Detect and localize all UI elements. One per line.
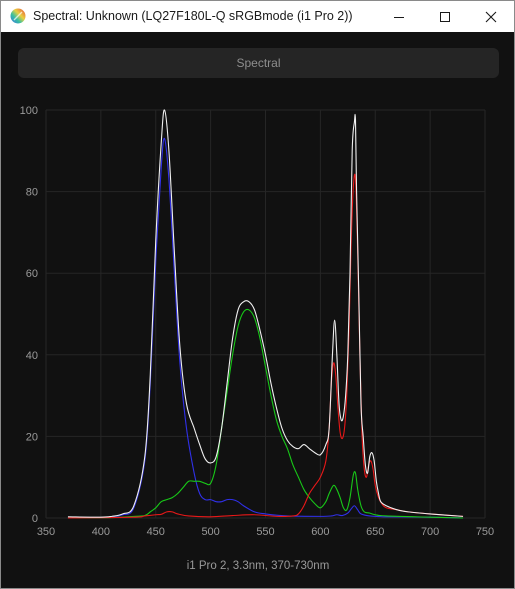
window-title: Spectral: Unknown (LQ27F180L-Q sRGBmode … — [33, 9, 353, 23]
series-line — [67, 109, 464, 518]
y-tick-label: 20 — [26, 431, 38, 443]
chart-series — [67, 109, 464, 519]
y-tick-label: 100 — [20, 105, 38, 117]
x-tick-label: 400 — [92, 526, 110, 538]
series-line — [67, 137, 464, 519]
x-tick-label: 450 — [147, 526, 165, 538]
y-tick-label: 0 — [32, 513, 38, 525]
series-line — [67, 308, 464, 519]
title-bar[interactable]: Spectral: Unknown (LQ27F180L-Q sRGBmode … — [1, 1, 514, 32]
x-tick-label: 750 — [476, 526, 494, 538]
x-tick-label: 700 — [421, 526, 439, 538]
chart-grid — [45, 109, 486, 519]
spectral-button[interactable]: Spectral — [18, 48, 499, 78]
minimize-button[interactable] — [376, 1, 422, 32]
close-icon — [485, 11, 497, 23]
series-line — [67, 173, 464, 519]
maximize-button[interactable] — [422, 1, 468, 32]
x-tick-label: 550 — [256, 526, 274, 538]
x-tick-label: 350 — [37, 526, 55, 538]
maximize-icon — [440, 12, 450, 22]
y-tick-label: 80 — [26, 187, 38, 199]
x-tick-label: 650 — [366, 526, 384, 538]
minimize-icon — [394, 17, 404, 18]
y-tick-label: 40 — [26, 350, 38, 362]
close-button[interactable] — [468, 1, 514, 32]
spectral-chart: 350 400 450 500 550 600 650 700 750020406080100 … — [20, 105, 495, 572]
x-tick-label: 600 — [311, 526, 329, 538]
x-axis-label: i1 Pro 2, 3.3nm, 370-730nm — [187, 560, 330, 572]
rainbow-spectrum-icon — [10, 8, 26, 24]
client-area: Spectral 350 400 450 500 550 600 650 700 750 0 20 4… — [1, 32, 514, 588]
x-tick-label: 500 — [201, 526, 219, 538]
y-tick-label: 60 — [26, 268, 38, 280]
chart-tick-labels: 350 400 450 500 550 600 650 700 750 0 20 40 60 80 100 — [20, 105, 495, 538]
